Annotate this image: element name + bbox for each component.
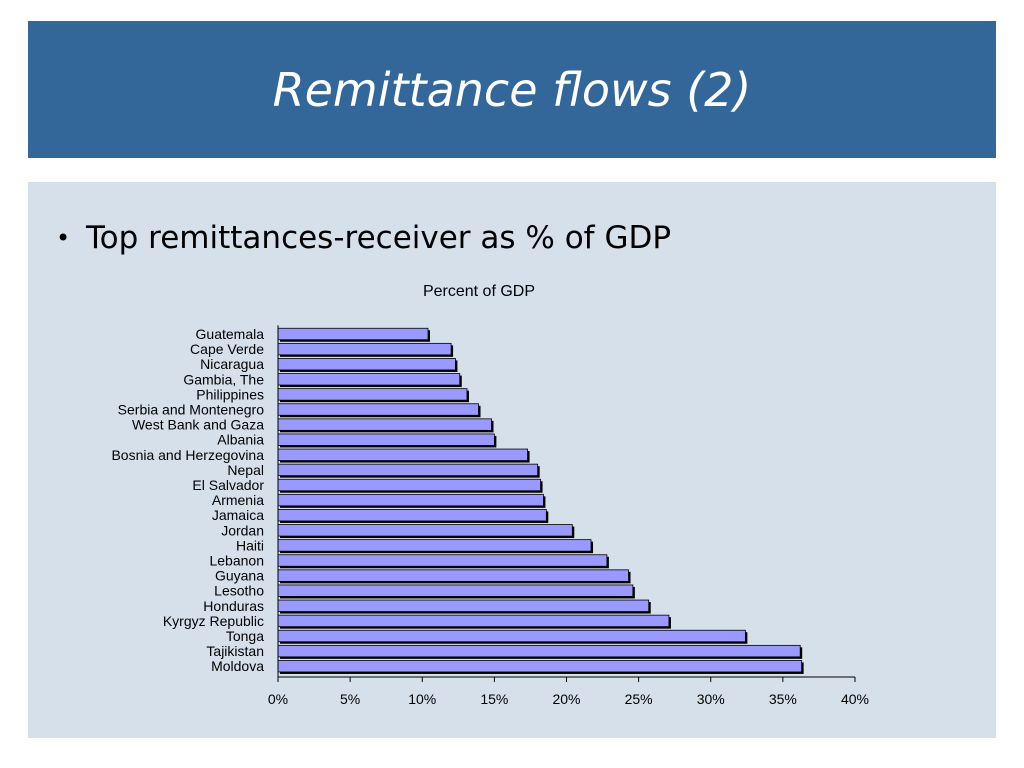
bar: [277, 388, 468, 401]
category-label: Honduras: [203, 598, 264, 614]
bar: [277, 509, 547, 522]
slide-title: Remittance flows (2): [272, 62, 752, 117]
category-label: Nicaragua: [200, 356, 264, 372]
bullet-icon: •: [56, 224, 71, 252]
x-tick-label: 15%: [480, 691, 508, 707]
bar: [277, 644, 801, 658]
category-label: Guatemala: [196, 326, 265, 342]
category-label: Guyana: [215, 568, 264, 584]
x-axis: 0% 5% 10% 15% 20% 25% 30% 35% 40%: [268, 325, 869, 707]
bullet-text: Top remittances-receiver as % of GDP: [86, 220, 672, 256]
category-label: Tonga: [226, 628, 264, 644]
bar: [277, 478, 541, 492]
category-label: Lebanon: [209, 553, 264, 569]
x-tick-label: 5%: [340, 691, 360, 707]
bullet-item: • Top remittances-receiver as % of GDP: [56, 214, 671, 262]
x-tick-label: 10%: [408, 691, 436, 707]
bar: [277, 539, 592, 552]
bar: [277, 403, 479, 416]
bar: [277, 554, 608, 567]
category-label: Tajikistan: [206, 643, 264, 659]
title-bar: Remittance flows (2): [28, 21, 996, 158]
category-label: Jordan: [221, 522, 264, 538]
bar: [277, 448, 528, 461]
x-tick-label: 40%: [841, 691, 869, 707]
category-label: Kyrgyz Republic: [163, 613, 264, 629]
bar: [277, 629, 746, 643]
bar: [277, 584, 634, 597]
x-tick-label: 20%: [552, 691, 580, 707]
category-label: West Bank and Gaza: [132, 417, 264, 433]
category-label: Albania: [217, 432, 264, 448]
category-label: Lesotho: [214, 583, 264, 599]
category-label: Gambia, The: [183, 371, 264, 387]
x-tick-label: 35%: [769, 691, 797, 707]
category-label: Haiti: [236, 537, 264, 553]
bar: [277, 614, 670, 628]
bar: [277, 524, 573, 537]
bar: [277, 493, 544, 507]
bar: [277, 599, 650, 612]
bar: [277, 569, 629, 582]
bar: [277, 433, 495, 446]
x-tick-label: 0%: [268, 691, 288, 707]
bar: [277, 660, 803, 673]
bar: [277, 373, 461, 386]
category-label: Cape Verde: [190, 341, 264, 357]
bar: [277, 463, 539, 477]
category-label: Serbia and Montenegro: [118, 402, 265, 418]
category-label: Nepal: [227, 462, 264, 478]
bar: [277, 418, 492, 431]
category-label: Moldova: [211, 658, 264, 674]
category-label: Bosnia and Herzegovina: [111, 447, 264, 463]
category-label: Armenia: [212, 492, 264, 508]
category-label: El Salvador: [192, 477, 264, 493]
x-tick-label: 25%: [625, 691, 653, 707]
bar: [277, 358, 456, 371]
bar: [277, 327, 429, 341]
category-label: Jamaica: [212, 507, 264, 523]
category-label: Philippines: [196, 386, 264, 402]
bars-group: [277, 327, 804, 674]
x-tick-label: 30%: [697, 691, 725, 707]
bar: [277, 342, 452, 356]
chart-title: Percent of GDP: [423, 283, 535, 300]
